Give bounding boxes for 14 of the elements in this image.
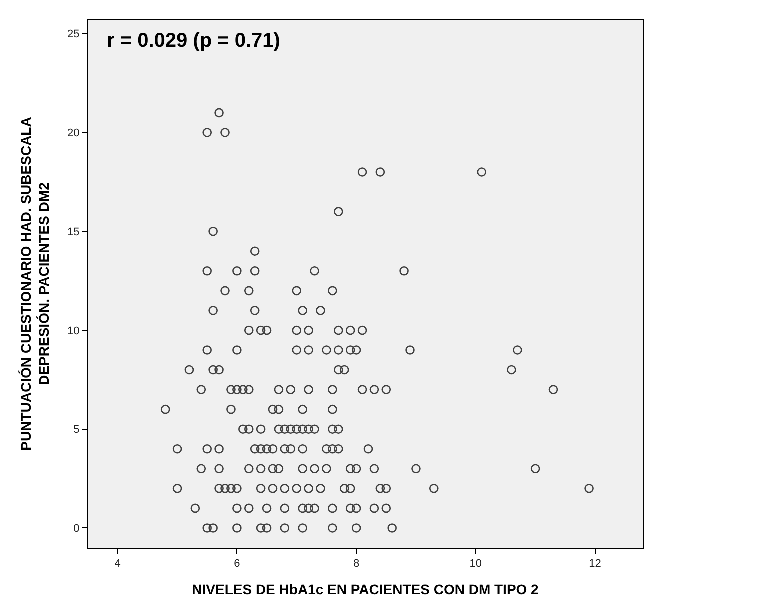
x-tick-label: 12 [589,558,602,570]
y-tick-label: 20 [68,128,80,140]
x-tick-label: 4 [114,558,121,570]
x-tick-label: 10 [470,558,482,570]
y-tick-label: 0 [74,523,80,536]
y-tick-label: 25 [68,28,80,41]
x-tick-label: 8 [353,558,360,570]
y-axis-title: PUNTUACIÓN CUESTIONARIO HAD. SUBESCALA DEPRESIÓN. PACIENTES DM2 [18,117,52,451]
y-tick-label: 10 [68,325,80,338]
y-tick-label: 5 [74,424,80,436]
y-tick-label: 15 [68,226,80,238]
x-tick-label: 6 [234,558,240,570]
x-axis-title: NIVELES DE HbA1c EN PACIENTES CON DM TIPO 2 [192,582,540,598]
annotation: r = 0.029 (p = 0.71) [107,30,280,52]
